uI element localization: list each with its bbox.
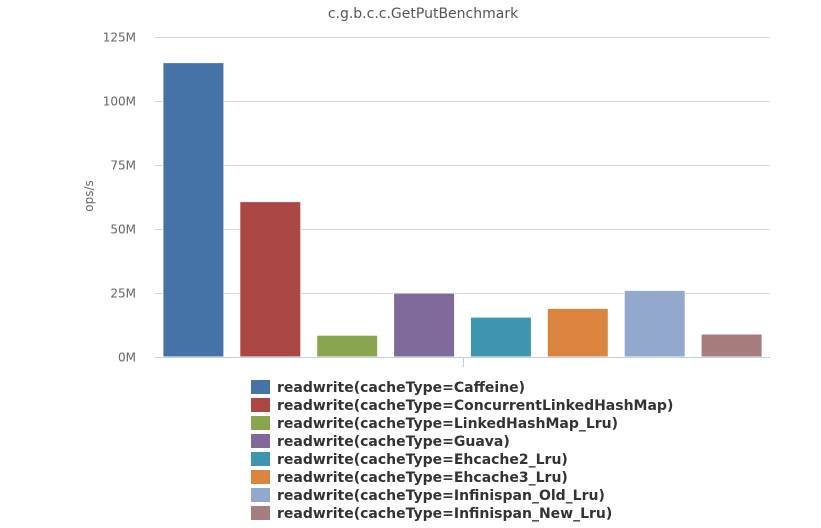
y-tick-label: 50M: [110, 223, 136, 237]
legend-item[interactable]: readwrite(cacheType=Guava): [251, 434, 510, 450]
legend-swatch: [251, 470, 270, 484]
legend-swatch: [251, 488, 270, 502]
legend-label: readwrite(cacheType=ConcurrentLinkedHash…: [277, 398, 673, 414]
legend-item[interactable]: readwrite(cacheType=Infinispan_Old_Lru): [251, 488, 605, 504]
y-tick-label: 25M: [110, 287, 136, 301]
legend-item[interactable]: readwrite(cacheType=Infinispan_New_Lru): [251, 506, 612, 522]
bar[interactable]: [316, 334, 379, 358]
bar[interactable]: [162, 62, 225, 358]
bar[interactable]: [623, 289, 686, 358]
legend[interactable]: readwrite(cacheType=Caffeine) readwrite(c…: [251, 380, 673, 522]
legend-item[interactable]: readwrite(cacheType=ConcurrentLinkedHash…: [251, 398, 673, 414]
legend-label: readwrite(cacheType=Ehcache3_Lru): [277, 470, 568, 486]
y-tick-label: 100M: [103, 95, 136, 109]
y-tick-labels: 0M 25M 50M 75M 100M 125M: [103, 31, 136, 365]
legend-swatch: [251, 398, 270, 412]
legend-swatch: [251, 380, 270, 394]
chart-title: c.g.b.c.c.GetPutBenchmark: [328, 6, 519, 22]
bar[interactable]: [469, 316, 532, 358]
bar[interactable]: [393, 292, 456, 358]
legend-label: readwrite(cacheType=Infinispan_New_Lru): [277, 506, 612, 522]
y-tick-label: 125M: [103, 31, 136, 45]
legend-swatch: [251, 452, 270, 466]
legend-item[interactable]: readwrite(cacheType=Ehcache3_Lru): [251, 470, 568, 486]
y-tick-label: 0M: [118, 351, 136, 365]
bars: [162, 62, 763, 358]
legend-swatch: [251, 434, 270, 448]
legend-label: readwrite(cacheType=Infinispan_Old_Lru): [277, 488, 605, 504]
legend-label: readwrite(cacheType=LinkedHashMap_Lru): [277, 416, 618, 432]
legend-swatch: [251, 506, 270, 520]
legend-item[interactable]: readwrite(cacheType=LinkedHashMap_Lru): [251, 416, 618, 432]
bar[interactable]: [546, 307, 609, 358]
legend-label: readwrite(cacheType=Caffeine): [277, 380, 525, 396]
bar[interactable]: [700, 333, 763, 358]
legend-label: readwrite(cacheType=Ehcache2_Lru): [277, 452, 568, 468]
legend-label: readwrite(cacheType=Guava): [277, 434, 510, 450]
x-axis: [155, 357, 770, 367]
legend-item[interactable]: readwrite(cacheType=Caffeine): [251, 380, 525, 396]
y-axis-title: ops/s: [82, 180, 96, 212]
legend-item[interactable]: readwrite(cacheType=Ehcache2_Lru): [251, 452, 568, 468]
bar[interactable]: [239, 201, 302, 358]
legend-swatch: [251, 416, 270, 430]
y-tick-label: 75M: [110, 159, 136, 173]
